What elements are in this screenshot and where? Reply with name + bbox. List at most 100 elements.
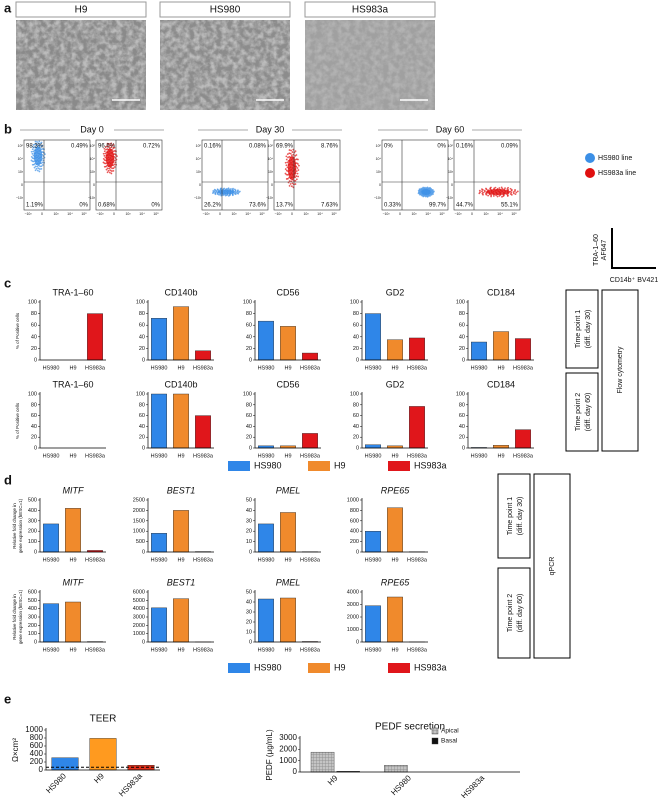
legend-swatch	[585, 153, 595, 163]
x-tick-label: H9	[326, 773, 340, 787]
cell-dot	[30, 155, 33, 158]
cell-dot	[238, 190, 241, 193]
bar	[151, 393, 167, 449]
cell-dot	[108, 167, 111, 170]
y-tick-label: 20	[246, 435, 252, 441]
side-label: Flow cytometry	[617, 346, 624, 394]
cell-dot	[34, 143, 37, 146]
y-tick-label: 0	[249, 639, 252, 645]
cell-dot	[220, 194, 223, 197]
chart: MITF 0 100 200 300 400 500 600 Relative fold cha…	[12, 577, 106, 653]
cell-dot	[417, 192, 420, 195]
cell-dot	[36, 141, 39, 143]
y-tick-label: 60	[246, 413, 252, 419]
cell-dot	[297, 175, 299, 178]
cell-dot	[227, 194, 230, 197]
cell-dot	[41, 144, 44, 147]
cell-dot	[512, 192, 515, 195]
chart-title: PMEL	[276, 577, 301, 587]
chart: MITF 0 100 200 300 400 500 Relative fold change…	[12, 485, 106, 563]
y-tick-label: 3000	[347, 602, 359, 608]
cell-dot	[214, 193, 217, 196]
cell-dot	[478, 192, 481, 195]
cell-dot	[32, 144, 35, 146]
y-tick-label: 0	[451, 183, 453, 187]
chart: PEDF secretion 0 1000 2000 3000 PEDF (μg/mL) H…	[265, 722, 520, 798]
x-tick-label: 10³	[411, 212, 417, 216]
y-tick-label: 2000	[133, 623, 145, 629]
cell-cloud	[33, 146, 43, 166]
bar	[365, 531, 381, 553]
bar	[515, 429, 531, 449]
bar	[515, 338, 531, 361]
cell-dot	[284, 161, 287, 164]
legend-label: HS983a	[414, 662, 447, 672]
cell-dot	[504, 187, 506, 190]
axis-line	[299, 736, 520, 773]
cell-dot	[34, 169, 37, 172]
y-tick-label: 10³	[90, 170, 96, 174]
bar	[409, 337, 425, 361]
quadrant-label: 0.09%	[501, 144, 519, 150]
x-tick-label: HS980	[365, 647, 382, 653]
y-tick-label: 6000	[133, 589, 145, 595]
y-tick-label: 20	[139, 346, 145, 352]
bar	[43, 603, 59, 643]
legend-swatch	[228, 461, 250, 471]
cell-dot	[512, 191, 515, 193]
chart-title: GD2	[386, 379, 405, 389]
cell-dot	[284, 168, 287, 170]
y-tick-label: 20	[31, 346, 37, 352]
cell-dot	[285, 164, 288, 167]
axis-line	[147, 590, 214, 643]
x-tick-label: HS980	[471, 365, 488, 371]
bar	[173, 306, 189, 361]
cell-dot	[509, 187, 512, 190]
y-tick-label: 20	[31, 435, 37, 441]
y-tick-label: −10³	[16, 196, 24, 200]
cell-dot	[290, 154, 293, 157]
y-tick-label: 10⁴	[376, 157, 382, 161]
cell-dot	[38, 144, 41, 147]
y-tick-label: 50	[246, 497, 252, 503]
y-tick-label: 100	[28, 539, 37, 545]
cell-dot	[291, 151, 294, 153]
cell-dot	[291, 182, 294, 185]
cell-dot	[103, 159, 106, 161]
cell-dot	[502, 195, 505, 197]
cell-dot	[38, 140, 41, 143]
x-tick-label: HS983a	[407, 453, 428, 459]
y-tick-label: 0	[199, 183, 201, 187]
cell-dot	[116, 155, 118, 158]
chart: BEST1 0 1000 2000 3000 4000 5000 6000 HS980 H9 HS9…	[133, 577, 214, 653]
y-tick-label: 100	[350, 391, 359, 397]
cell-dot	[107, 145, 110, 148]
y-axis-label: Ω×cm²	[11, 738, 20, 762]
y-axis-label: % of Positive cells	[15, 312, 20, 349]
cell-dot	[216, 188, 219, 191]
cell-dot	[296, 167, 299, 169]
y-tick-label: 100	[456, 299, 465, 305]
panel-label: e	[4, 691, 11, 706]
cell-dot	[107, 169, 110, 172]
bar	[280, 326, 296, 361]
cell-dot	[431, 188, 434, 191]
quadrant-label: 26.2%	[204, 203, 222, 209]
y-tick-label: 2000	[279, 744, 297, 753]
quadrant-label: 0%	[437, 144, 446, 150]
y-axis-label: % of Positive cells	[15, 402, 20, 439]
quadrant-label: 13.7%	[276, 203, 294, 209]
cell-dot	[288, 155, 291, 158]
cell-dot	[218, 194, 220, 196]
bar	[365, 313, 381, 361]
y-tick-label: 1000	[133, 631, 145, 637]
bar	[493, 445, 509, 449]
x-axis-label: CD14b⁺ BV421	[610, 277, 659, 284]
x-tick-label: HS980	[365, 557, 382, 563]
cell-dot	[31, 145, 34, 148]
bar	[280, 597, 296, 643]
plot-frame	[453, 139, 521, 211]
bar	[65, 601, 81, 643]
cell-dot	[478, 189, 481, 192]
